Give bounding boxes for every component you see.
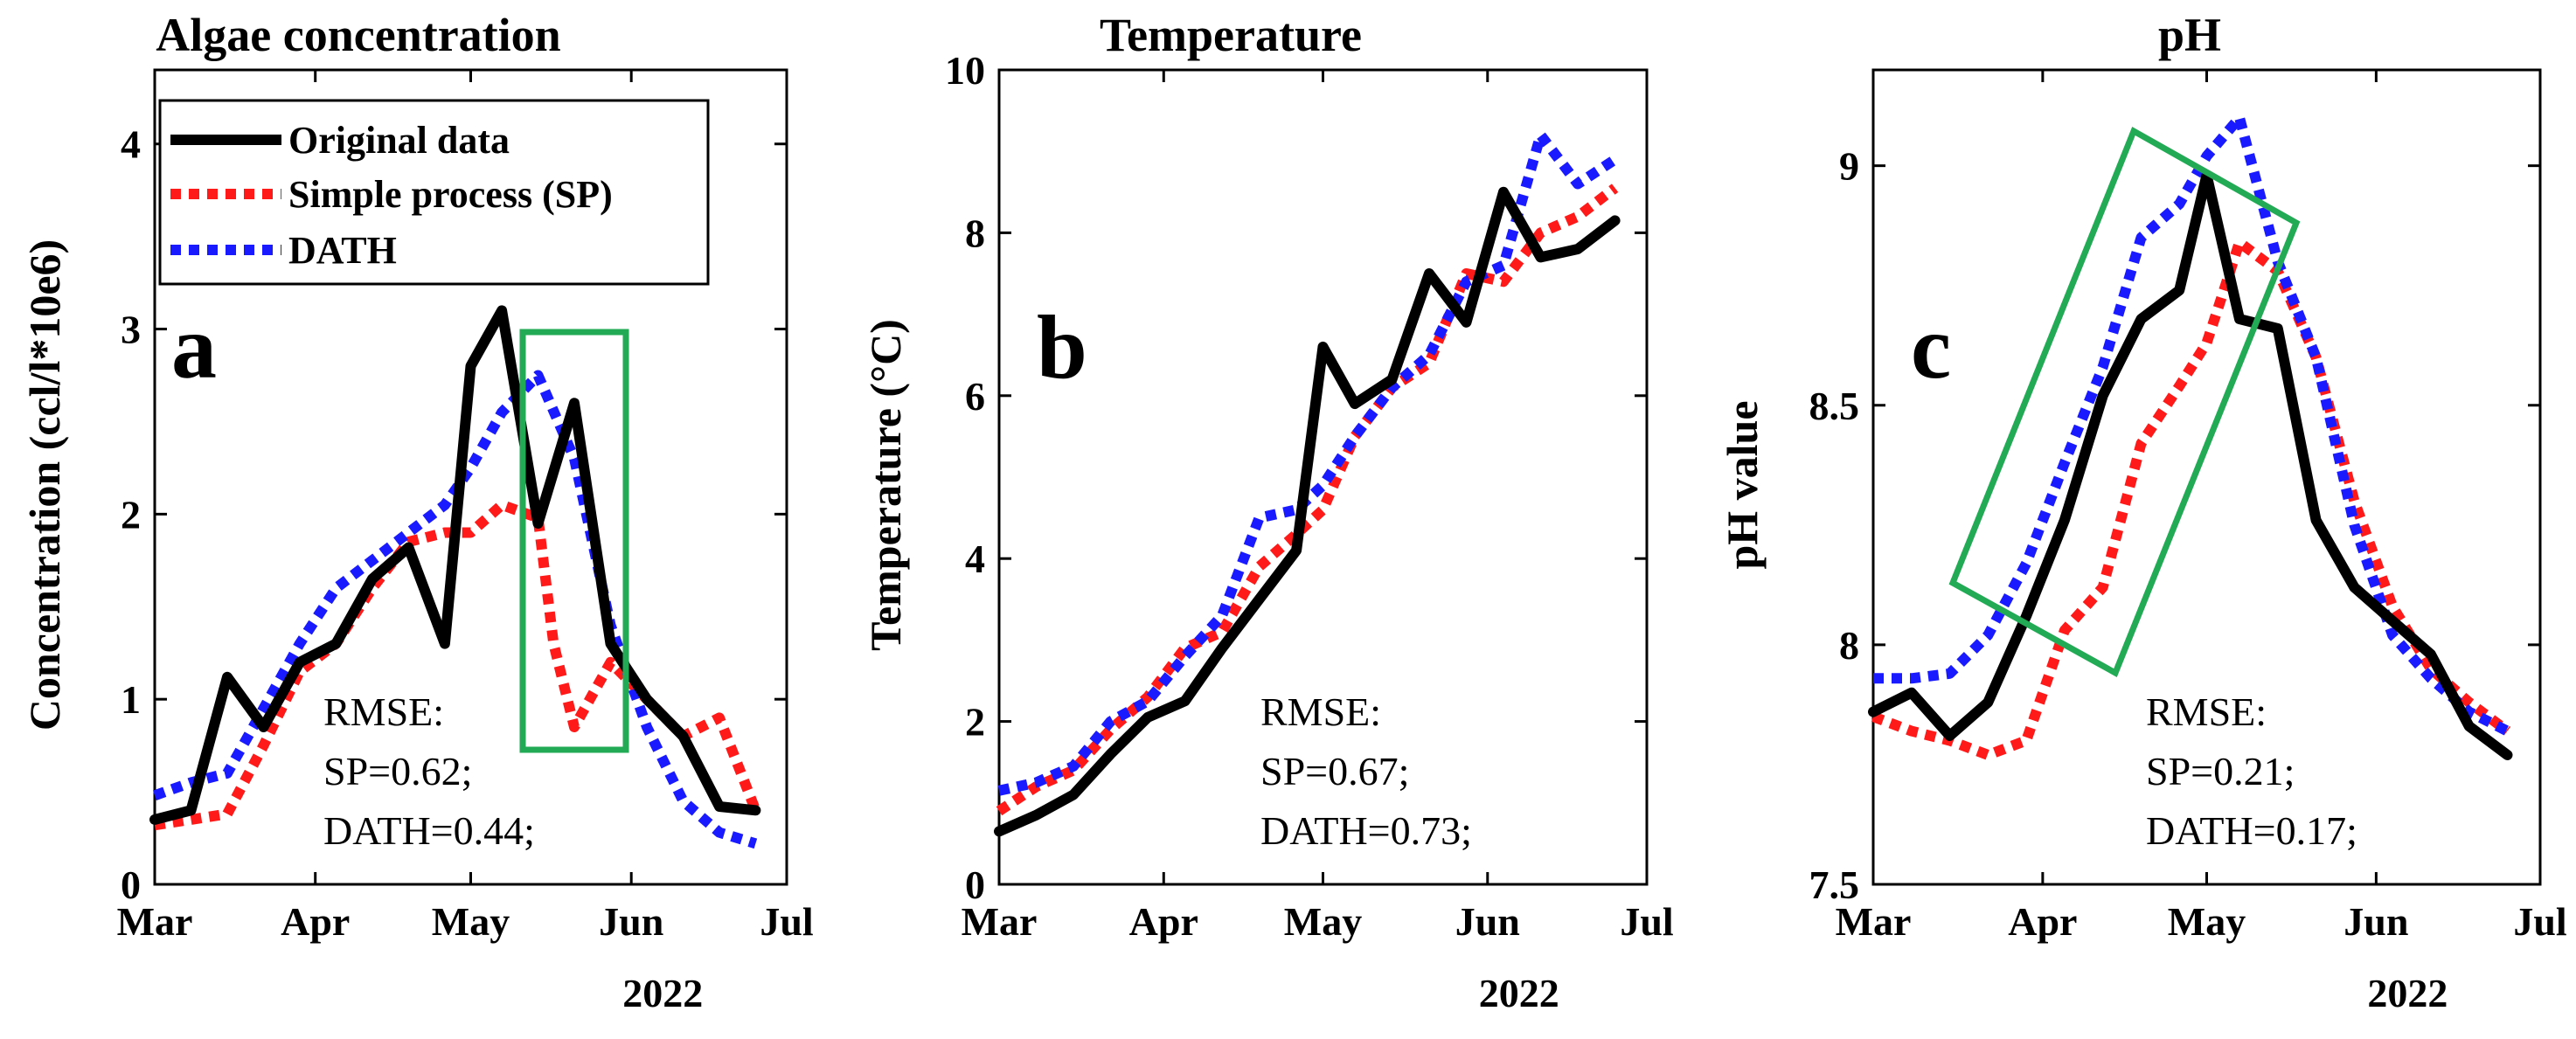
panel-a-highlight-box [519, 329, 629, 753]
panel-b-x-tick-label: May [1284, 899, 1362, 944]
panel-a-x-tick-label: Jul [760, 899, 813, 944]
panel-b-y-tick-label: 2 [965, 700, 985, 745]
panel-b-series-simple-process-sp [996, 184, 1619, 816]
panel-b-y-tick-label: 6 [965, 374, 985, 419]
legend-entry-original: Original data [288, 119, 510, 162]
panel-b-letter: b [1037, 297, 1087, 398]
panel-c-title: pH [2158, 9, 2221, 61]
panel-b-title: Temperature [1100, 9, 1362, 61]
panel-a-rmse-dath: DATH=0.44; [323, 808, 535, 853]
panel-a-plot: Mar Apr May Jun Jul 2022 0 1 2 3 4 [117, 68, 814, 1015]
panel-a: Algae concentration Concentration (ccl/l… [20, 9, 814, 1015]
panel-b-y-tick-label: 10 [945, 48, 985, 93]
panel-b-plot: Mar Apr May Jun Jul 2022 0 2 4 6 8 10 [945, 48, 1674, 1015]
panel-c-y-tick-label: 7.5 [1809, 862, 1860, 907]
panel-a-title: Algae concentration [156, 9, 560, 61]
panel-c-x-tick-label: Jun [2343, 899, 2408, 944]
panel-b-x-tick-label: Mar [962, 899, 1038, 944]
panel-b-x-year-label: 2022 [1479, 971, 1559, 1015]
panel-c-y-tick-label: 8.5 [1809, 384, 1860, 428]
panel-c-highlight-box [1948, 126, 2301, 677]
panel-c: pH pH value Mar Apr May Jun Jul20227.588.59 … [1718, 9, 2567, 1015]
panel-c-letter: c [1911, 297, 1951, 398]
panel-b-annotation: RMSE: SP=0.67; DATH=0.73; [1260, 689, 1472, 853]
panel-b-x-tick-label: Jun [1455, 899, 1520, 944]
panel-c-rmse-sp: SP=0.21; [2146, 749, 2295, 793]
panel-b: Temperature Temperature (°C) Mar Apr May Ju… [861, 9, 1674, 1015]
panel-c-rmse-label: RMSE: [2146, 689, 2267, 734]
panel-c-x-tick-label: Jul [2513, 899, 2566, 944]
panel-c-y-tick-label: 8 [1839, 623, 1859, 668]
panel-a-rmse-sp: SP=0.62; [323, 749, 472, 793]
panel-b-series-original-data [994, 186, 1621, 837]
panel-c-x-tick-label: Mar [1836, 899, 1912, 944]
panel-b-rmse-dath: DATH=0.73; [1260, 808, 1472, 853]
panel-a-x-tick-label: Mar [117, 899, 193, 944]
panel-c-ylabel: pH value [1718, 400, 1767, 569]
panel-a-x-tick-label: Jun [599, 899, 663, 944]
panel-a-x-year-label: 2022 [622, 971, 703, 1015]
panel-a-x-tick-label: Apr [281, 899, 350, 944]
panel-b-y-tick-label: 8 [965, 211, 985, 255]
panel-a-y-tick-label: 1 [121, 677, 141, 722]
panel-c-series-simple-process-sp [1871, 237, 2511, 760]
panel-a-y-tick-label: 4 [121, 122, 141, 167]
panel-b-rmse-sp: SP=0.67; [1260, 749, 1409, 793]
panel-b-ylabel: Temperature (°C) [861, 319, 910, 651]
panel-a-ylabel: Concentration (ccl/l*10e6) [20, 239, 69, 731]
panel-c-x-tick-label: May [2168, 899, 2246, 944]
panel-b-rmse-label: RMSE: [1260, 689, 1381, 734]
panel-a-letter: a [171, 297, 217, 398]
panel-a-y-tick-label: 0 [121, 862, 141, 907]
panel-a-x-tick-label: May [432, 899, 510, 944]
panel-b-y-tick-label: 4 [965, 537, 985, 581]
panel-c-annotation: RMSE: SP=0.21; DATH=0.17; [2146, 689, 2357, 853]
panel-a-rmse-label: RMSE: [323, 689, 444, 734]
panel-b-y-tick-label: 0 [965, 862, 985, 907]
legend-entry-sp: Simple process (SP) [288, 173, 613, 216]
legend-entry-dath: DATH [288, 229, 397, 272]
panel-b-x-tick-label: Jul [1620, 899, 1673, 944]
panel-a-y-tick-label: 3 [121, 308, 141, 352]
panel-c-rmse-dath: DATH=0.17; [2146, 808, 2357, 853]
panel-c-x-year-label: 2022 [2367, 971, 2448, 1015]
panel-c-y-tick-label: 9 [1839, 144, 1859, 189]
panel-c-series-original-data [1868, 170, 2513, 760]
panel-c-plot: Mar Apr May Jun Jul 2022 7.5 8 8.5 9 [1809, 68, 2567, 1015]
panel-a-annotation: RMSE: SP=0.62; DATH=0.44; [323, 689, 535, 853]
panel-a-y-tick-label: 2 [121, 492, 141, 537]
panel-b-x-tick-label: Apr [1129, 899, 1198, 944]
legend: Original data Simple process (SP) DATH [158, 99, 710, 286]
panel-a-series-original-data [149, 305, 761, 825]
panel-c-x-tick-label: Apr [2008, 899, 2077, 944]
